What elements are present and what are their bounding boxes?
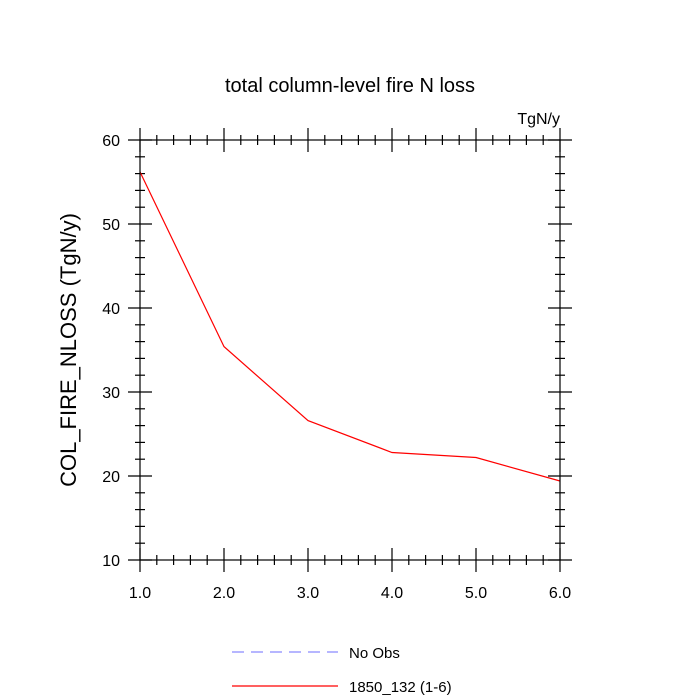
tick-labels: 1.0 2.0 3.0 4.0 5.0 6.0 10 20 30 40 50 60 [102, 133, 571, 602]
series-line [139, 171, 561, 482]
axis-ticks [128, 128, 572, 572]
x-tick-label: 2.0 [213, 585, 235, 602]
y-tick-label: 20 [102, 469, 120, 486]
y-axis-label: COL_FIRE_NLOSS (TgN/y) [56, 213, 81, 487]
x-tick-label: 3.0 [297, 585, 319, 602]
x-tick-label: 6.0 [549, 585, 571, 602]
x-tick-label: 4.0 [381, 585, 403, 602]
chart-title: total column-level fire N loss [225, 75, 475, 97]
series-layer [139, 171, 561, 482]
y-tick-label: 40 [102, 301, 120, 318]
legend-label: 1850_132 (1-6) [349, 679, 452, 696]
y-tick-label: 30 [102, 385, 120, 402]
x-tick-label: 1.0 [129, 585, 151, 602]
y-tick-label: 50 [102, 217, 120, 234]
plot-frame [139, 139, 561, 561]
units-label: TgN/y [517, 111, 560, 128]
legend-label: No Obs [349, 645, 400, 662]
y-tick-label: 10 [102, 553, 120, 570]
y-tick-label: 60 [102, 133, 120, 150]
legend: No Obs 1850_132 (1-6) [232, 645, 452, 696]
x-tick-label: 5.0 [465, 585, 487, 602]
